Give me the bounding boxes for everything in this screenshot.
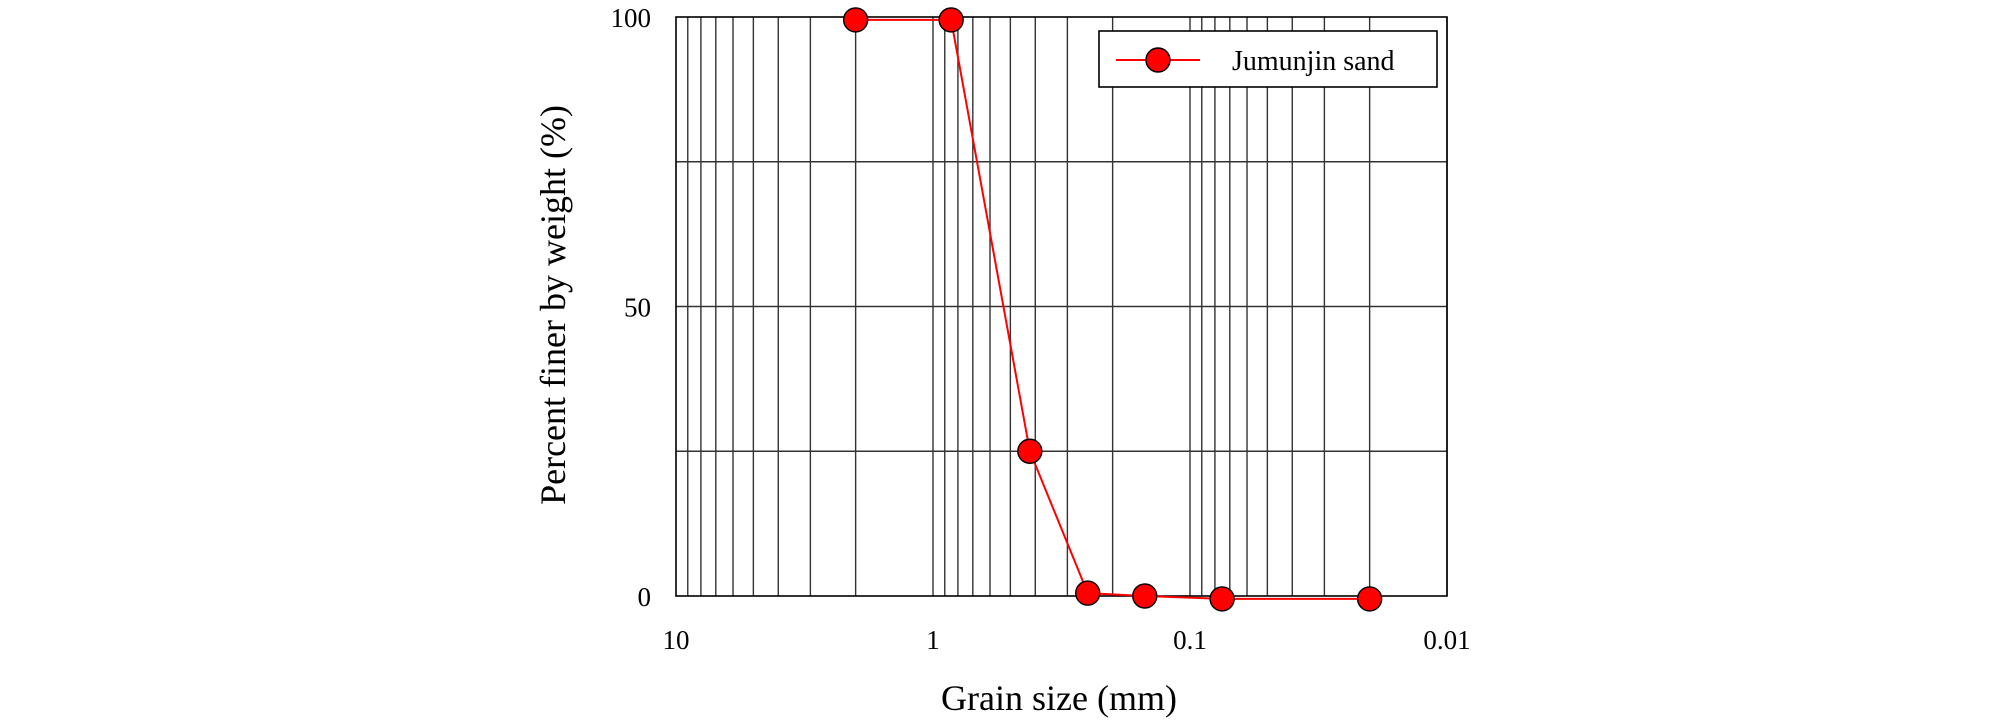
data-point (1075, 580, 1101, 606)
data-point (938, 7, 964, 33)
y-tick-label: 50 (624, 293, 651, 323)
x-tick-label: 1 (926, 625, 940, 655)
data-point (1209, 586, 1235, 612)
legend-marker (1145, 47, 1171, 73)
y-tick-label: 0 (638, 582, 652, 612)
data-point (1356, 586, 1383, 612)
y-tick-labels: 0 50 100 (611, 3, 652, 612)
grid-lines (676, 17, 1448, 596)
y-tick-label: 100 (611, 3, 652, 33)
legend: Jumunjin sand (1098, 30, 1438, 88)
legend-label-jumunjin-sand: Jumunjin sand (1232, 46, 1395, 77)
data-point (1017, 438, 1043, 464)
data-point (1132, 583, 1158, 609)
y-axis-title: Percent finer by weight (%) (533, 105, 573, 505)
x-axis-title: Grain size (mm) (941, 678, 1177, 718)
data-point (842, 7, 869, 33)
x-tick-label: 0.1 (1173, 625, 1207, 655)
plot-area (675, 16, 1448, 597)
x-tick-label: 0.01 (1423, 625, 1470, 655)
series-layer (842, 7, 1383, 612)
x-tick-labels: 10 1 0.1 0.01 (663, 625, 1471, 655)
x-tick-label: 10 (663, 625, 690, 655)
